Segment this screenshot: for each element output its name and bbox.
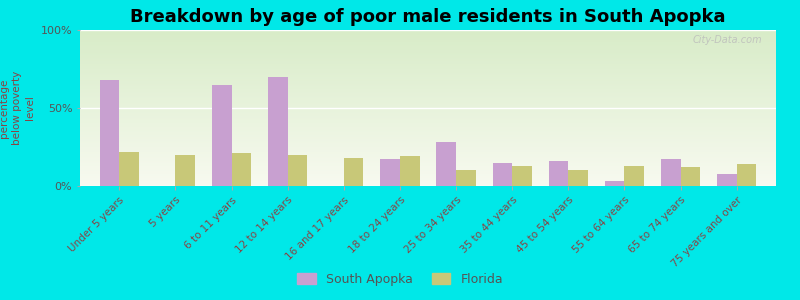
Bar <box>175 155 195 186</box>
Bar <box>568 170 588 186</box>
Bar <box>288 155 307 186</box>
Bar <box>231 153 251 186</box>
Bar <box>119 152 139 186</box>
Bar <box>268 77 288 186</box>
Bar <box>661 160 681 186</box>
Bar <box>605 181 625 186</box>
Bar <box>380 160 400 186</box>
Text: City-Data.com: City-Data.com <box>693 35 762 45</box>
Bar <box>681 167 700 186</box>
Bar <box>717 173 737 186</box>
Bar <box>437 142 456 186</box>
Bar <box>737 164 756 186</box>
Bar <box>625 166 644 186</box>
Bar <box>400 156 419 186</box>
Bar <box>212 85 231 186</box>
Bar <box>344 158 363 186</box>
Bar <box>493 163 512 186</box>
Bar <box>456 170 476 186</box>
Legend: South Apopka, Florida: South Apopka, Florida <box>292 268 508 291</box>
Bar <box>549 161 568 186</box>
Bar <box>100 80 119 186</box>
Bar <box>512 166 532 186</box>
Y-axis label: percentage
below poverty
level: percentage below poverty level <box>0 71 35 145</box>
Title: Breakdown by age of poor male residents in South Apopka: Breakdown by age of poor male residents … <box>130 8 726 26</box>
